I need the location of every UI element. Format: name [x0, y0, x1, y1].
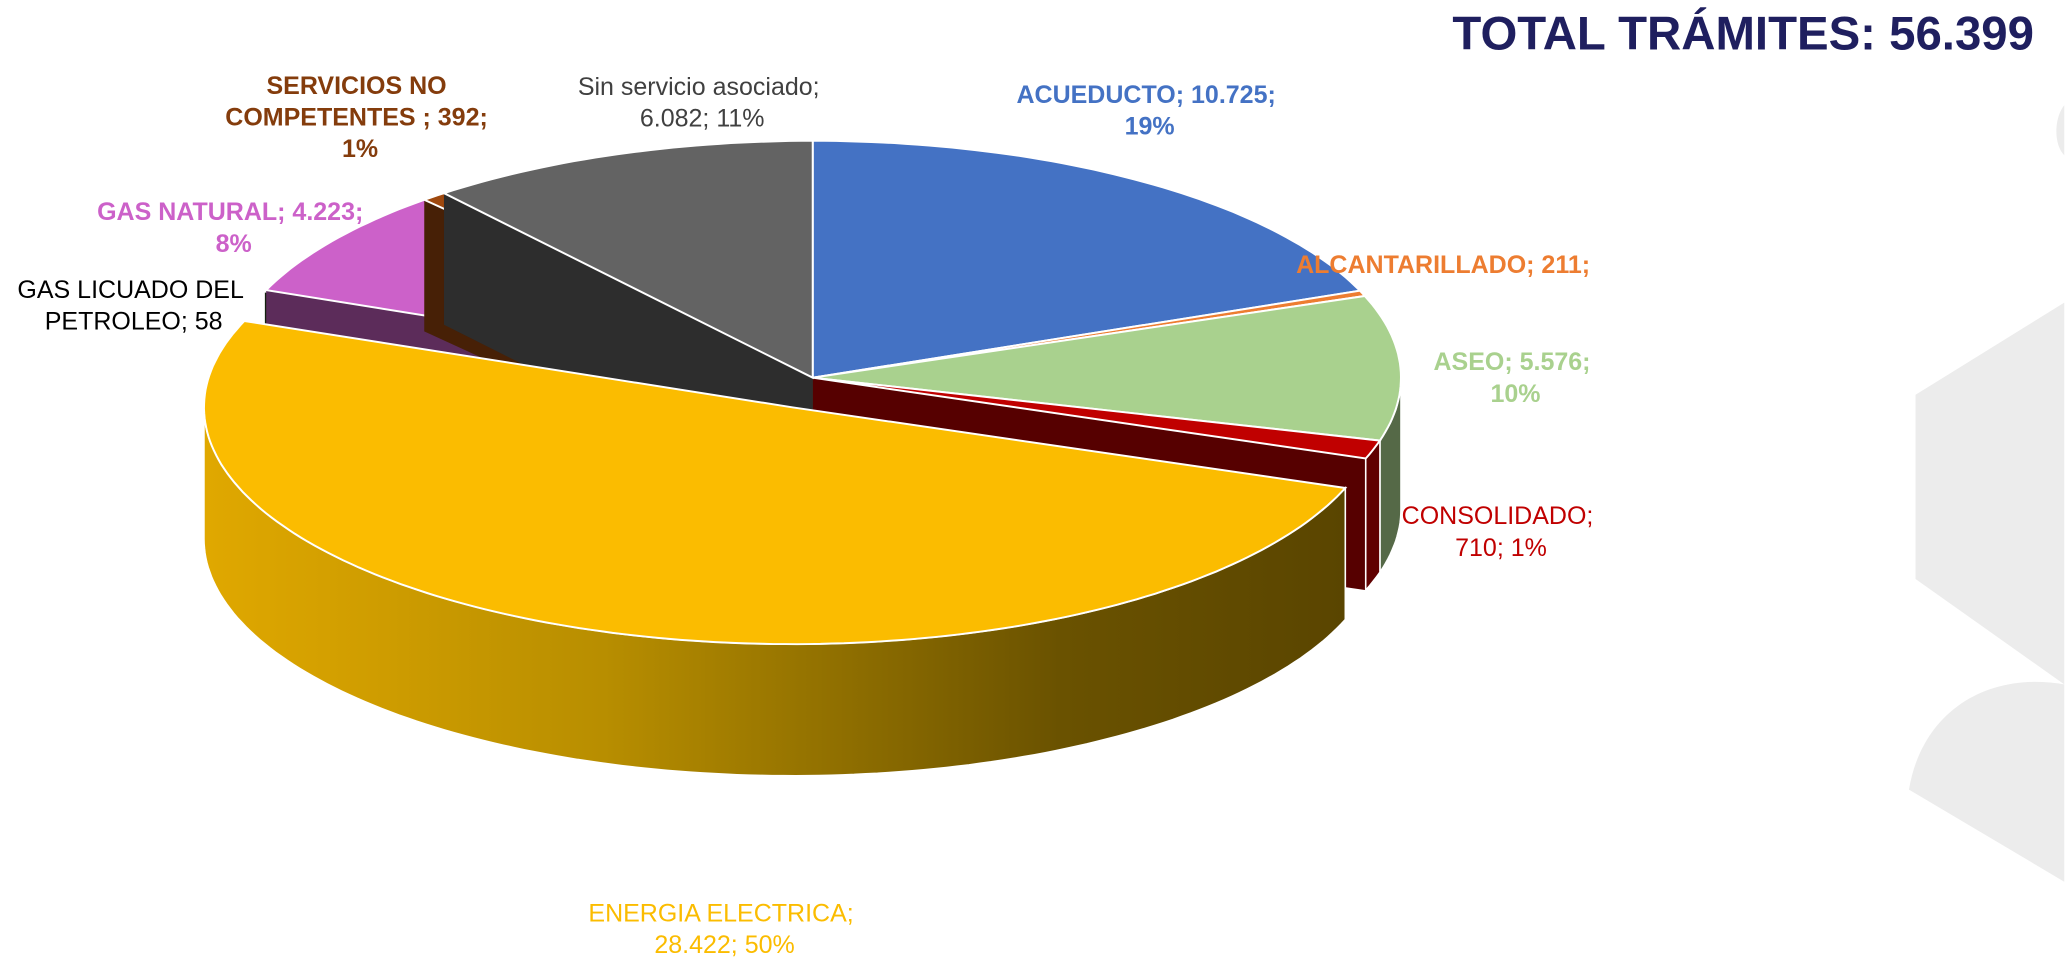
background-decoration [1908, 105, 2065, 882]
data-label: GAS LICUADO DEL PETROLEO; 58 [17, 275, 249, 335]
label-line: 28.422; 50% [654, 931, 794, 959]
slice-top [812, 376, 1382, 460]
label-line: 8% [216, 229, 252, 257]
label-line: COMPETENTES ; 392; [225, 103, 495, 131]
data-label: ASEO; 5.576; 10% [1433, 348, 1597, 408]
slice-top [812, 294, 1402, 442]
data-label: Sin servicio asociado; 6.082; 11% [578, 73, 827, 133]
label-line: 1% [342, 135, 378, 163]
label-line: GAS NATURAL; 4.223; [97, 198, 370, 226]
label-line: ACUEDUCTO; 10.725; [1016, 81, 1282, 109]
data-label: SERVICIOS NO COMPETENTES ; 392; 1% [225, 71, 495, 162]
slice-side [1364, 438, 1381, 593]
slice-top [441, 139, 814, 380]
slice-top [202, 319, 1348, 646]
label-line: GAS LICUADO DEL [17, 275, 249, 303]
data-label: CONSOLIDADO; 710; 1% [1402, 502, 1601, 562]
label-line: SERVICIOS NO [266, 71, 453, 99]
data-label: GAS NATURAL; 4.223; 8% [97, 198, 370, 258]
slice-top [811, 139, 1363, 379]
label-line: ALCANTARILLADO; 211; [1296, 250, 1590, 278]
label-line: 10% [1490, 379, 1540, 407]
label-line: 710; 1% [1455, 533, 1547, 561]
data-label: ACUEDUCTO; 10.725; 19% [1016, 81, 1282, 141]
chart-title: TOTAL TRÁMITES: 56.399 [1452, 6, 2034, 60]
label-line: PETROLEO; 58 [45, 307, 223, 335]
label-line: 19% [1125, 112, 1175, 140]
label-line: CONSOLIDADO; [1402, 502, 1601, 530]
label-line: ENERGIA ELECTRICA; [588, 899, 860, 927]
data-label: ALCANTARILLADO; 211; [1296, 250, 1590, 278]
slice [202, 319, 1348, 777]
label-line: Sin servicio asociado; [578, 73, 827, 101]
data-label: ENERGIA ELECTRICA; 28.422; 50% [588, 899, 860, 959]
label-line: 6.082; 11% [640, 104, 765, 132]
label-line: ASEO; 5.576; [1433, 348, 1597, 376]
